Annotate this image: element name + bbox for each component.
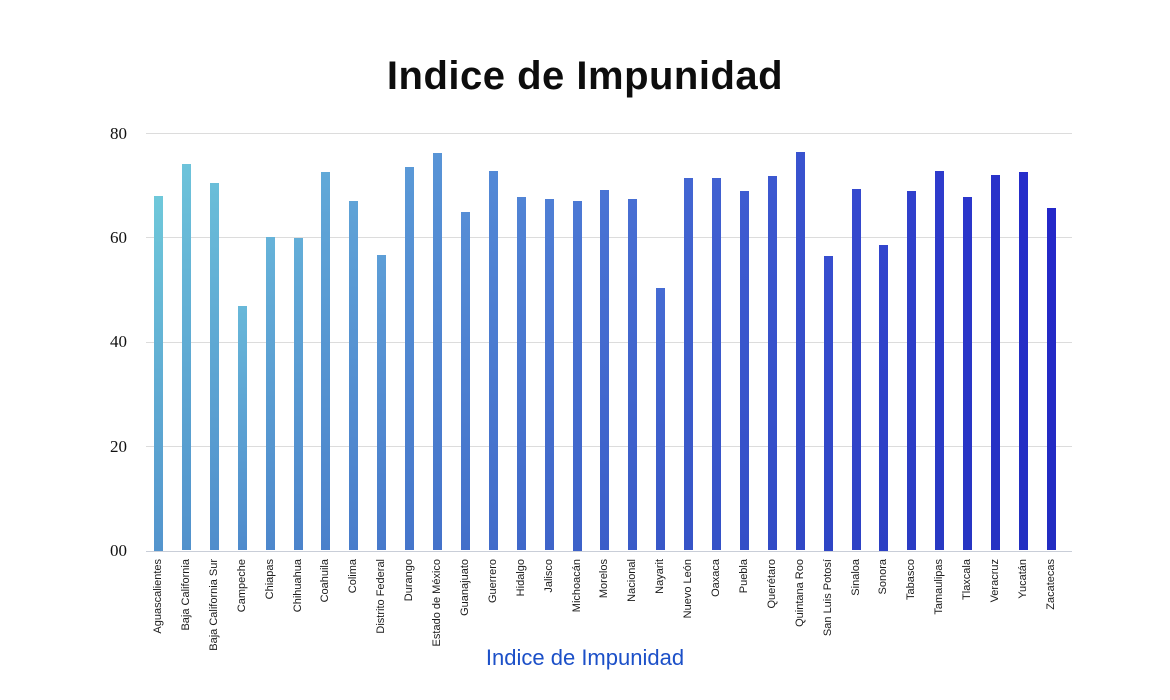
x-axis-label-campeche: Campeche: [235, 559, 248, 613]
x-axis-label-baja-california-sur: Baja California Sur: [207, 559, 220, 651]
bar-nacional: [628, 199, 638, 551]
x-axis-label-colima: Colima: [347, 559, 360, 594]
bar-quintana-roo: [795, 151, 805, 551]
bar-baja-california: [181, 163, 191, 551]
bar-durango: [405, 167, 415, 551]
x-axis-label-veracruz: Veracruz: [989, 559, 1001, 603]
x-axis-label-yucatan: Yucatán: [1016, 559, 1029, 599]
x-axis-label-zacatecas: Zacatecas: [1044, 559, 1057, 610]
gridline-00: [146, 550, 1072, 552]
x-axis-label-coahuila: Coahuila: [319, 559, 332, 603]
y-tick-label: 80: [110, 123, 127, 143]
x-axis-label-aguascalientes: Aguascalientes: [152, 559, 164, 634]
bar-baja-california-sur: [209, 183, 219, 551]
x-axis-label-nayarit: Nayarit: [654, 559, 667, 594]
bar-nayarit: [656, 287, 666, 551]
bar-san-luis-potosi: [823, 255, 833, 551]
x-axis-label-hidalgo: Hidalgo: [514, 559, 527, 597]
bar-puebla: [739, 190, 749, 551]
bar-guanajuato: [460, 212, 470, 551]
x-axis-label-morelos: Morelos: [598, 559, 611, 599]
x-axis-label-quintana-roo: Quintana Roo: [793, 559, 806, 627]
y-tick-label: 40: [110, 332, 127, 352]
x-axis-label-nuevo-leon: Nuevo León: [682, 559, 695, 619]
x-axis-label-sonora: Sonora: [877, 559, 890, 595]
x-axis-label-san-luis-potosi: San Luis Potosí: [821, 559, 834, 637]
x-axis-label-puebla: Puebla: [737, 559, 750, 594]
x-axis-label-guerrero: Guerrero: [486, 559, 499, 604]
bar-nuevo-leon: [684, 178, 694, 551]
x-axis-label-michoacan: Michoacán: [570, 559, 583, 613]
chart-title: Indice de Impunidad: [386, 54, 784, 98]
x-axis-label-distrito-federal: Distrito Federal: [375, 559, 388, 634]
bar-queretaro: [767, 175, 777, 551]
bar-tlaxcala: [963, 196, 973, 551]
bar-campeche: [237, 305, 247, 551]
x-axis-label-estado-de-mexico: Estado de México: [431, 559, 443, 647]
y-tick-label: 00: [110, 541, 127, 560]
y-tick-label: 20: [110, 436, 127, 456]
bar-coahuila: [321, 171, 331, 551]
y-tick-label: 60: [110, 227, 127, 247]
x-axis-label-nacional: Nacional: [626, 559, 639, 602]
x-axis-label-tlaxcala: Tlaxcala: [961, 559, 974, 600]
bar-colima: [349, 201, 359, 551]
bar-morelos: [600, 189, 610, 551]
bar-tamaulipas: [935, 170, 945, 551]
gridline-80: [146, 133, 1072, 134]
bar-estado-de-mexico: [433, 153, 442, 551]
bar-oaxaca: [712, 178, 721, 551]
x-axis-label-durango: Durango: [403, 559, 416, 602]
bar-zacatecas: [1046, 207, 1056, 551]
x-axis-label-queretaro: Querétaro: [765, 559, 778, 609]
x-axis-footer-label: Indice de Impunidad: [485, 645, 685, 670]
x-axis-label-jalisco: Jalisco: [542, 559, 555, 593]
bar-michoacan: [572, 200, 582, 551]
bar-chiapas: [265, 236, 275, 551]
bar-yucatan: [1018, 171, 1028, 551]
bar-veracruz: [991, 175, 1000, 551]
x-axis-label-guanajuato: Guanajuato: [458, 559, 471, 616]
bar-sonora: [879, 245, 889, 551]
bar-aguascalientes: [154, 195, 163, 551]
bar-tabasco: [907, 190, 917, 551]
x-axis-label-oaxaca: Oaxaca: [710, 559, 722, 597]
x-axis-label-tabasco: Tabasco: [905, 559, 918, 600]
x-axis-label-chiapas: Chiapas: [263, 559, 276, 600]
x-axis-label-tamaulipas: Tamaulipas: [933, 559, 946, 615]
bar-chihuahua: [293, 238, 303, 551]
bar-hidalgo: [516, 197, 526, 551]
x-axis-label-baja-california: Baja California: [179, 559, 192, 631]
bar-jalisco: [544, 198, 554, 551]
bar-guerrero: [488, 170, 498, 551]
x-axis-label-chihuahua: Chihuahua: [291, 559, 304, 613]
bar-distrito-federal: [377, 254, 387, 551]
bar-sinaloa: [851, 188, 861, 551]
x-axis-label-sinaloa: Sinaloa: [849, 559, 862, 596]
